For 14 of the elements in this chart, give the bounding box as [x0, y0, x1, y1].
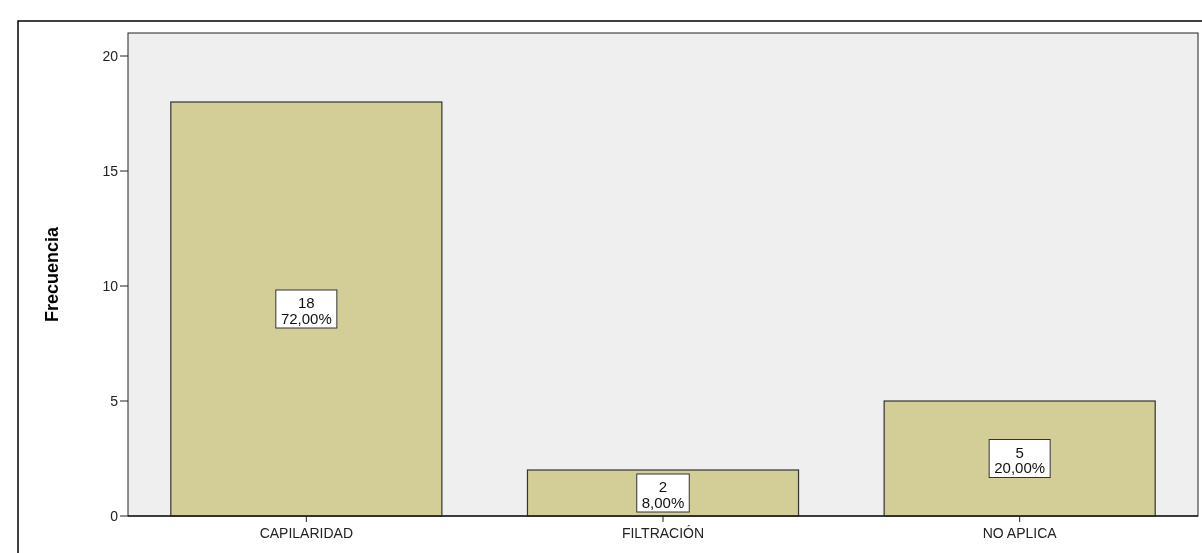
bar — [883, 400, 1156, 517]
y-tick-label: 0 — [110, 507, 119, 524]
y-tick-label: 5 — [110, 392, 119, 409]
x-tick-label: CAPILARIDAD — [259, 525, 354, 541]
data-label: 5 20,00% — [994, 443, 1046, 477]
data-label: 18 72,00% — [280, 294, 332, 327]
x-tick-label: FILTRACIÓN — [621, 525, 705, 541]
x-tick-label: NO APLICA — [982, 525, 1058, 541]
bar — [170, 101, 443, 517]
y-axis-title: Frecuencia — [42, 225, 62, 323]
y-tick-label: 10 — [102, 277, 119, 294]
y-tick-label: 15 — [102, 162, 119, 179]
y-tick-label: 20 — [102, 47, 119, 64]
data-label: 2 8,00% — [641, 478, 685, 511]
